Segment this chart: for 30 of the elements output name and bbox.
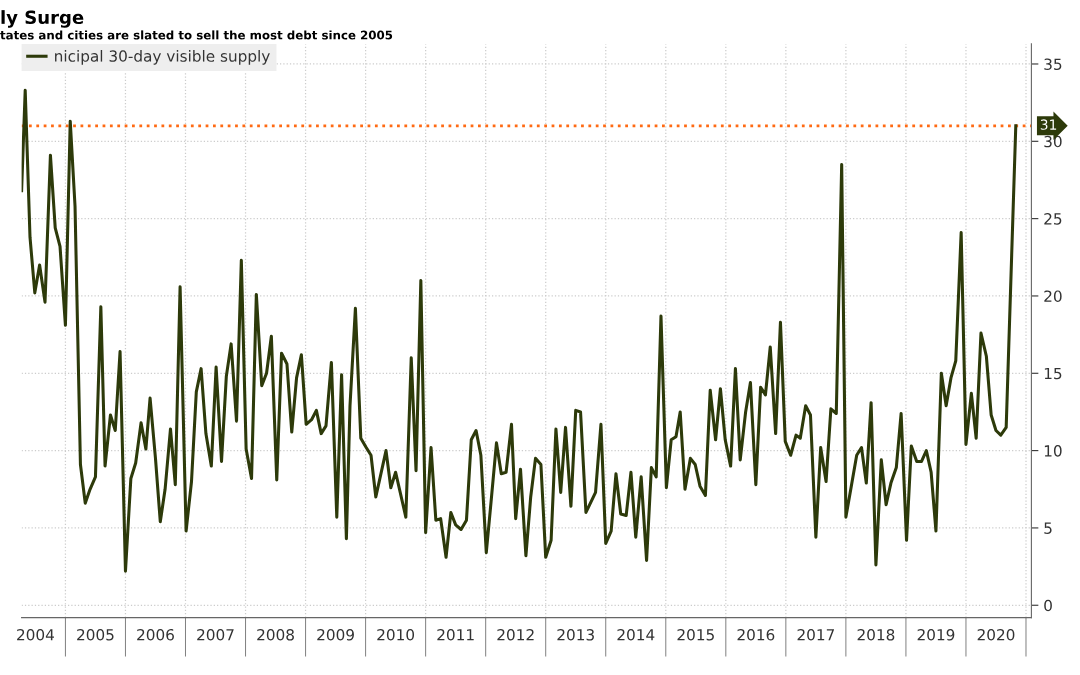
- x-tick-label: 2019: [917, 629, 955, 641]
- x-tick-label: 2017: [797, 629, 835, 641]
- y-tick-label: 10: [1044, 445, 1062, 457]
- x-tick-label: 2004: [17, 629, 54, 641]
- x-tick-label: 2009: [317, 629, 354, 641]
- x-tick-label: 2020: [977, 629, 1015, 641]
- x-tick-label: 2012: [497, 629, 534, 641]
- y-tick-label: 30: [1044, 135, 1062, 148]
- x-tick-label: 2006: [137, 629, 174, 641]
- line-series: [21, 88, 1018, 573]
- x-tick-label: 2016: [737, 629, 775, 641]
- x-tick-label: 2008: [257, 629, 294, 641]
- x-tick-label: 2018: [857, 629, 895, 641]
- y-tick-label: 5: [1044, 522, 1052, 534]
- chart-title: ly Surge: [1, 10, 84, 28]
- x-tick-label: 2013: [557, 629, 594, 641]
- ref-line-label: 31: [1040, 119, 1057, 130]
- legend-label: nicipal 30-day visible supply: [55, 49, 270, 65]
- y-tick-label: 15: [1044, 367, 1062, 380]
- x-tick-label: 2014: [617, 629, 655, 641]
- x-tick-label: 2010: [377, 629, 415, 641]
- x-tick-label: 2007: [197, 629, 234, 641]
- y-tick-label: 20: [1044, 290, 1062, 302]
- y-tick-label: 25: [1044, 213, 1062, 225]
- y-tick-label: 0: [1044, 599, 1052, 612]
- chart-subtitle: tates and cities are slated to sell the most debt since 2005: [0, 30, 393, 40]
- x-tick-label: 2005: [77, 629, 114, 641]
- y-tick-label: 35: [1044, 58, 1062, 70]
- x-tick-label: 2015: [677, 629, 714, 641]
- x-tick-label: 2011: [437, 629, 474, 641]
